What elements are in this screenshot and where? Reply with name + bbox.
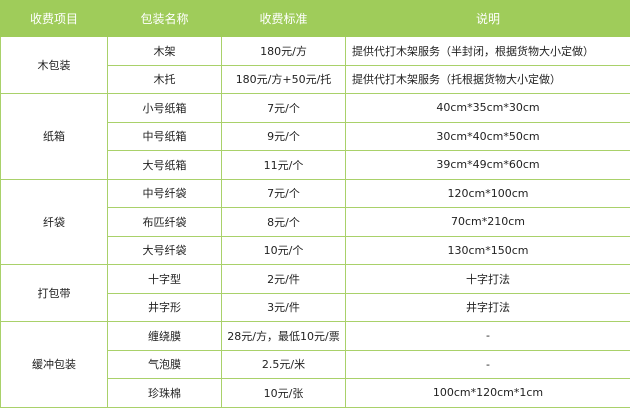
header-description: 说明 [345, 0, 630, 37]
description-cell: 70cm*210cm [345, 207, 630, 237]
fee-cell: 7元/个 [221, 93, 346, 123]
description-cell: 40cm*35cm*30cm [345, 93, 630, 123]
header-fee-standard: 收费标准 [221, 0, 346, 37]
package-name-cell: 小号纸箱 [107, 93, 222, 123]
category-cell: 纤袋 [0, 178, 108, 265]
description-cell: 十字打法 [345, 264, 630, 294]
header-package-name: 包装名称 [107, 0, 222, 37]
table-header-row: 收费项目 包装名称 收费标准 说明 [0, 0, 630, 37]
fee-cell: 180元/方 [221, 36, 346, 66]
table-row: 木包装 木架 180元/方 提供代打木架服务（半封闭，根据货物大小定做） [0, 36, 630, 94]
description-cell: 提供代打木架服务（托根据货物大小定做） [345, 64, 630, 94]
description-cell: - [345, 349, 630, 379]
table-row: 大号纤袋 10元/个 130cm*150cm [1, 235, 630, 265]
table-row: 珍珠棉 10元/张 100cm*120cm*1cm [1, 378, 630, 408]
description-cell: 提供代打木架服务（半封闭，根据货物大小定做） [345, 36, 630, 66]
fee-cell: 9元/个 [221, 121, 346, 151]
description-cell: 130cm*150cm [345, 235, 630, 265]
description-cell: 39cm*49cm*60cm [345, 150, 630, 180]
table-row: 中号纸箱 9元/个 30cm*40cm*50cm [1, 121, 630, 151]
table-row: 布匹纤袋 8元/个 70cm*210cm [1, 207, 630, 237]
table-row: 大号纸箱 11元/个 39cm*49cm*60cm [1, 150, 630, 180]
description-cell: 100cm*120cm*1cm [345, 378, 630, 408]
package-name-cell: 木托 [107, 64, 222, 94]
package-name-cell: 中号纤袋 [107, 178, 222, 208]
package-name-cell: 缠绕膜 [107, 321, 222, 351]
fee-cell: 28元/方，最低10元/票 [221, 321, 346, 351]
description-cell: 井字打法 [345, 292, 630, 322]
package-name-cell: 珍珠棉 [107, 378, 222, 408]
category-cell: 纸箱 [0, 93, 108, 180]
description-cell: 120cm*100cm [345, 178, 630, 208]
category-cell: 打包带 [0, 264, 108, 322]
category-cell: 木包装 [0, 36, 108, 94]
package-name-cell: 井字形 [107, 292, 222, 322]
table-row: 纸箱 小号纸箱 7元/个 40cm*35cm*30cm [0, 93, 630, 180]
description-cell: 30cm*40cm*50cm [345, 121, 630, 151]
fee-cell: 10元/张 [221, 378, 346, 408]
fee-cell: 180元/方+50元/托 [221, 64, 346, 94]
fee-cell: 2元/件 [221, 264, 346, 294]
package-name-cell: 大号纸箱 [107, 150, 222, 180]
package-name-cell: 木架 [107, 36, 222, 66]
category-cell: 缓冲包装 [0, 321, 108, 408]
header-category: 收费项目 [0, 0, 108, 37]
table-row: 气泡膜 2.5元/米 - [1, 349, 630, 379]
table-row: 打包带 十字型 2元/件 十字打法 [0, 264, 630, 322]
fee-cell: 2.5元/米 [221, 349, 346, 379]
description-cell: - [345, 321, 630, 351]
fee-cell: 3元/件 [221, 292, 346, 322]
package-name-cell: 气泡膜 [107, 349, 222, 379]
package-name-cell: 大号纤袋 [107, 235, 222, 265]
table-row: 纤袋 中号纤袋 7元/个 120cm*100cm [0, 178, 630, 265]
table-row: 缓冲包装 缠绕膜 28元/方，最低10元/票 - [0, 321, 630, 408]
fee-cell: 7元/个 [221, 178, 346, 208]
package-name-cell: 中号纸箱 [107, 121, 222, 151]
fee-cell: 8元/个 [221, 207, 346, 237]
package-name-cell: 布匹纤袋 [107, 207, 222, 237]
package-name-cell: 十字型 [107, 264, 222, 294]
fee-cell: 10元/个 [221, 235, 346, 265]
fee-cell: 11元/个 [221, 150, 346, 180]
